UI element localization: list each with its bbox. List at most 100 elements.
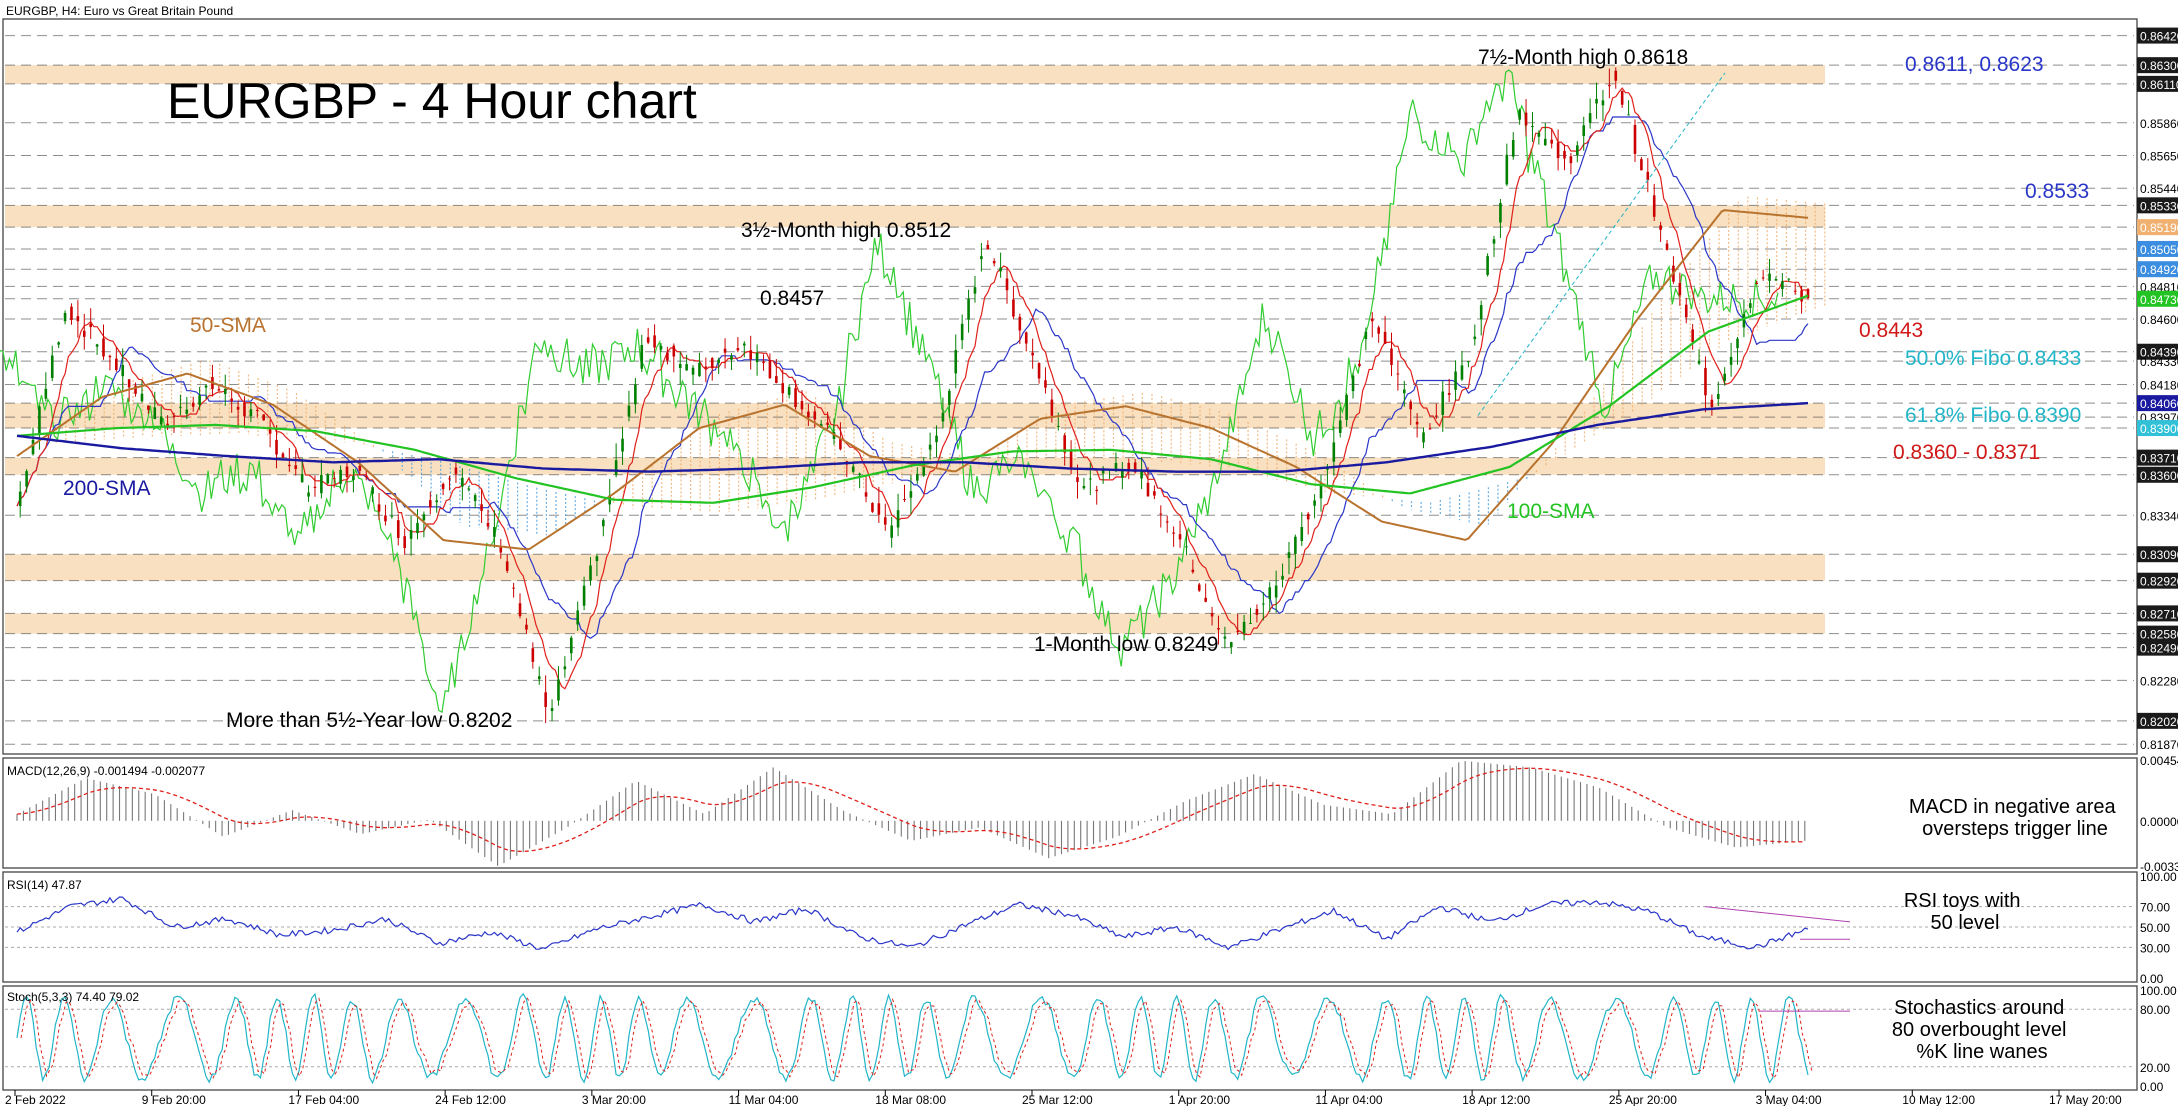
candle-body — [1697, 360, 1701, 364]
x-tick-label: 25 Mar 12:00 — [1022, 1093, 1093, 1106]
candle-body — [928, 444, 932, 450]
candle-body — [403, 536, 406, 548]
stoch-k-line — [16, 992, 1809, 1085]
candle-body — [352, 476, 355, 480]
stoch-panel — [5, 992, 2134, 1085]
price-tick-badge — [2137, 261, 2178, 278]
candle-body — [95, 344, 99, 347]
candle-body — [1165, 521, 1169, 523]
candle-body — [1063, 435, 1066, 453]
candle-body — [108, 355, 112, 358]
candle-body — [1127, 462, 1131, 472]
candle-body — [82, 330, 86, 337]
candle-body — [1768, 273, 1771, 281]
candle-body — [691, 367, 695, 375]
candle-body — [1191, 569, 1195, 573]
candle-body — [461, 477, 464, 487]
x-tick-label: 3 Mar 20:00 — [582, 1093, 646, 1106]
candle-body — [448, 478, 451, 480]
candle-body — [525, 624, 528, 630]
candle-body — [749, 350, 753, 360]
annotation-7-5-month-high: 7½-Month high 0.8618 — [1478, 46, 1688, 69]
candle-body — [172, 415, 176, 417]
candle-body — [1274, 585, 1278, 598]
label-100-sma: 100-SMA — [1507, 500, 1595, 523]
candle-body — [1447, 393, 1451, 395]
candle-body — [851, 466, 855, 472]
candle-body — [980, 256, 983, 260]
candle-body — [1460, 365, 1464, 380]
candle-body — [1563, 150, 1566, 159]
candle-body — [63, 312, 67, 322]
candle-body — [1338, 420, 1342, 433]
candle-body — [1172, 532, 1175, 534]
candle-body — [1620, 90, 1624, 105]
sma-50-line — [16, 209, 1809, 551]
sma-200-line — [16, 401, 1809, 473]
candle-body — [236, 406, 240, 410]
candle-body — [1595, 98, 1598, 104]
stoch-d-line — [20, 997, 1813, 1080]
candle-body — [986, 244, 990, 250]
candle-body — [787, 387, 791, 395]
candle-body — [1159, 513, 1163, 515]
rsi-title: RSI(14) 47.87 — [7, 878, 82, 892]
candle-body — [1422, 432, 1425, 443]
price-tick-label: 0.81870 — [2140, 738, 2178, 752]
rsi-panel — [5, 896, 2134, 951]
candle-body — [768, 360, 772, 379]
candle-body — [262, 414, 266, 421]
candle-body — [1249, 622, 1252, 624]
label-level-0-8533: 0.8533 — [2025, 180, 2089, 203]
stoch-tick-label: 0.00 — [2140, 1080, 2164, 1094]
candle-body — [300, 474, 304, 483]
candle-body — [1197, 584, 1201, 591]
rsi-tick-label: 50.00 — [2140, 921, 2170, 935]
candle-body — [243, 402, 246, 417]
candle-body — [371, 487, 374, 494]
macd-tick-label: 0.004545 — [2140, 754, 2178, 768]
candle-body — [1531, 126, 1534, 128]
price-tick-badge — [2137, 449, 2178, 466]
sma-100-line — [16, 294, 1809, 504]
stoch-tick-label: 80.00 — [2140, 1003, 2170, 1017]
candle-body — [1576, 145, 1579, 156]
macd-annotation: MACD in negative area oversteps trigger … — [1909, 796, 2121, 840]
macd-annotation-line: MACD in negative area — [1909, 796, 2117, 818]
candle-body — [230, 398, 233, 402]
x-tick-label: 3 May 04:00 — [1756, 1093, 1822, 1106]
candle-body — [345, 466, 349, 477]
candle-body — [877, 503, 881, 515]
candle-body — [1608, 85, 1611, 87]
price-tick-badge — [2137, 572, 2178, 589]
main-panel-frame — [2, 18, 2138, 755]
candle-body — [115, 358, 118, 370]
candle-body — [582, 585, 586, 606]
x-tick-label: 25 Apr 20:00 — [1609, 1093, 1677, 1106]
annotation-5-5-year-low: More than 5½-Year low 0.8202 — [226, 709, 512, 732]
candle-body — [147, 405, 150, 410]
price-zone — [5, 205, 1825, 228]
candle-body — [1031, 352, 1034, 356]
candle-body — [358, 465, 362, 471]
candle-body — [1210, 613, 1214, 617]
candle-body — [550, 708, 554, 712]
candle-body — [1550, 139, 1553, 144]
candle-body — [198, 395, 201, 405]
candle-body — [1037, 363, 1041, 379]
kijun-line — [16, 116, 1809, 640]
candle-body — [896, 510, 900, 528]
candle-body — [1069, 449, 1073, 469]
candle-body — [1652, 195, 1656, 217]
candle-body — [1787, 278, 1791, 280]
candle-body — [377, 504, 381, 512]
candle-body — [730, 356, 733, 360]
window-header: EURGBP, H4: Euro vs Great Britain Pound — [6, 4, 233, 18]
